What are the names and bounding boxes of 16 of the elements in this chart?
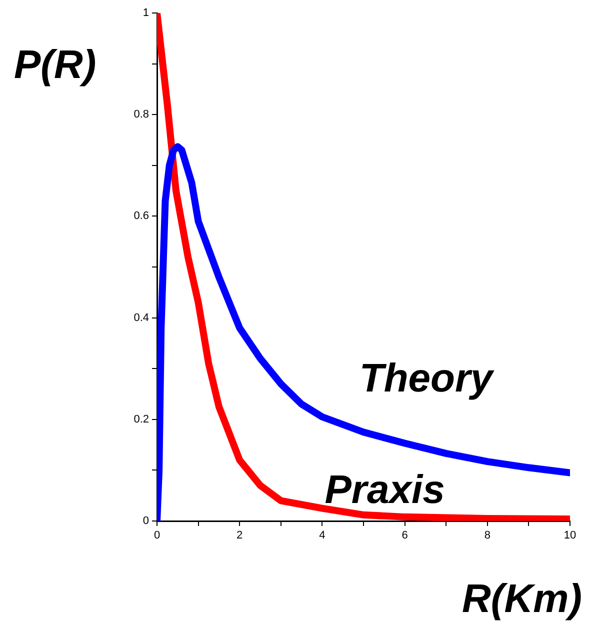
x-tick-label: 2 bbox=[236, 530, 243, 542]
series-label: Theory bbox=[359, 356, 495, 400]
x-tick-label: 6 bbox=[402, 530, 408, 542]
x-axis-title: R(Km) bbox=[462, 577, 582, 621]
y-tick-label: 0.2 bbox=[134, 413, 149, 426]
y-axis-title: P(R) bbox=[14, 43, 96, 87]
y-tick-label: 0.4 bbox=[134, 312, 149, 324]
x-tick-label: 10 bbox=[564, 530, 576, 542]
x-tick-label: 8 bbox=[484, 530, 490, 542]
y-tick-label: 0 bbox=[142, 515, 149, 528]
y-tick-label: 0.6 bbox=[134, 210, 149, 222]
y-tick-label: 0.8 bbox=[134, 108, 149, 121]
series-label: Praxis bbox=[324, 468, 445, 512]
x-tick-label: 0 bbox=[154, 530, 160, 542]
y-tick-label: 1 bbox=[142, 7, 149, 20]
x-tick-label: 4 bbox=[319, 530, 326, 542]
